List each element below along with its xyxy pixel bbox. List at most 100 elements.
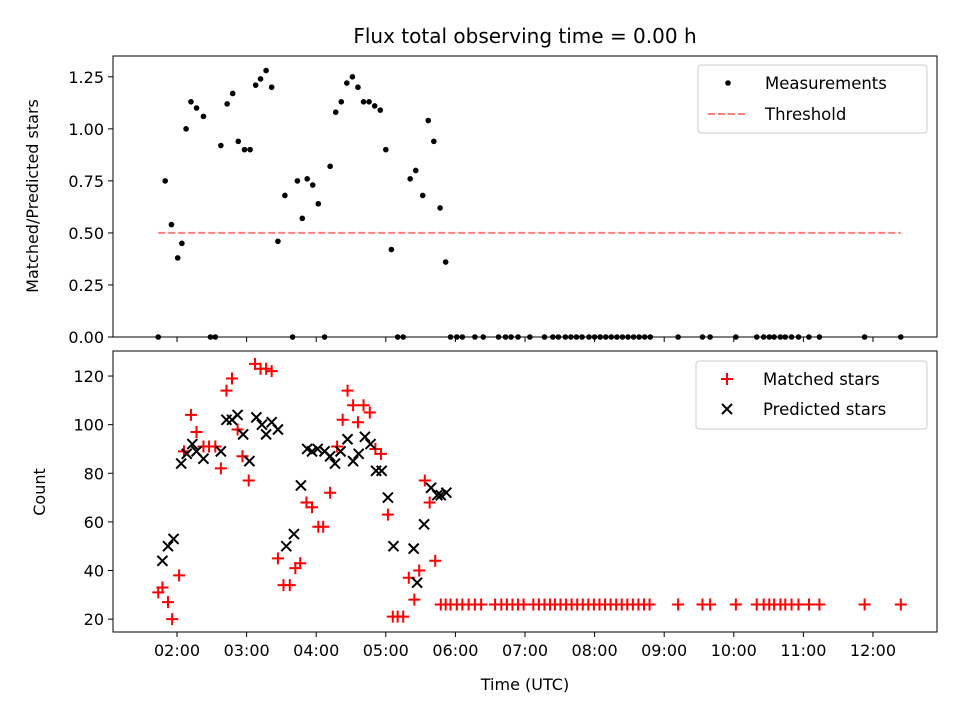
top-ytick-label: 1.25 bbox=[68, 68, 104, 87]
measurement-point bbox=[388, 246, 395, 253]
legend-measurements-label: Measurements bbox=[765, 74, 887, 93]
matched-star-point bbox=[802, 598, 815, 611]
matched-star-point bbox=[306, 501, 319, 514]
matched-star-point bbox=[265, 365, 278, 378]
measurement-point bbox=[235, 138, 242, 145]
measurement-point bbox=[425, 117, 432, 124]
matched-star-point bbox=[336, 413, 349, 426]
matched-star-point bbox=[397, 610, 410, 623]
bottom-ytick-label: 20 bbox=[84, 610, 104, 629]
bottom-xtick-label: 03:00 bbox=[224, 641, 270, 660]
measurement-point bbox=[229, 90, 236, 97]
predicted-star-point bbox=[334, 445, 347, 458]
bottom-xlabel: Time (UTC) bbox=[480, 675, 569, 694]
matched-star-point bbox=[161, 596, 174, 609]
measurement-point bbox=[304, 176, 310, 182]
matched-star-point bbox=[260, 362, 273, 375]
bottom-legend: Matched stars Predicted stars bbox=[695, 360, 928, 430]
matched-star-point bbox=[184, 408, 197, 421]
measurement-point bbox=[344, 80, 350, 86]
bottom-ytick-label: 40 bbox=[84, 562, 104, 581]
matched-star-point bbox=[271, 552, 284, 565]
predicted-star-point bbox=[431, 489, 444, 501]
matched-star-point bbox=[408, 593, 421, 606]
bottom-axes-frame bbox=[112, 350, 938, 633]
matched-star-point bbox=[704, 598, 717, 611]
predicted-star-point bbox=[352, 448, 365, 460]
bottom-panel: Count Time (UTC) 20 40 60 80 100 120 02:00 03:… bbox=[30, 350, 938, 694]
measurement-point bbox=[437, 205, 443, 211]
predicted-star-point bbox=[215, 445, 227, 458]
matched-star-point bbox=[357, 399, 370, 412]
matched-star-point bbox=[190, 425, 203, 438]
matched-star-point bbox=[475, 598, 488, 611]
bottom-ylabel: Count bbox=[30, 468, 49, 516]
matched-star-point bbox=[347, 399, 360, 412]
matched-star-point bbox=[894, 598, 907, 611]
measurement-point bbox=[282, 192, 288, 199]
bottom-xtick-label: 06:00 bbox=[432, 641, 478, 660]
predicted-star-point bbox=[295, 479, 307, 492]
matched-star-point bbox=[173, 569, 186, 582]
predicted-star-point bbox=[387, 540, 400, 552]
top-ylabel: Matched/Predicted stars bbox=[23, 99, 42, 293]
measurement-point bbox=[257, 76, 264, 82]
bottom-xtick-label: 05:00 bbox=[363, 641, 409, 660]
matched-star-point bbox=[294, 557, 307, 570]
measurement-point bbox=[179, 240, 185, 247]
predicted-star-point bbox=[440, 487, 453, 499]
measurement-point bbox=[275, 238, 281, 245]
matched-star-point bbox=[324, 486, 337, 499]
measurement-point bbox=[315, 200, 322, 207]
predicted-star-point bbox=[347, 455, 359, 467]
matched-star-point bbox=[423, 496, 436, 509]
matched-star-point bbox=[643, 598, 656, 611]
bottom-ytick-label: 60 bbox=[84, 513, 104, 532]
predicted-star-point bbox=[243, 455, 256, 467]
measurement-point bbox=[299, 215, 306, 222]
bottom-ytick-label: 80 bbox=[84, 464, 104, 483]
legend-threshold-label: Threshold bbox=[764, 105, 846, 124]
measurement-point bbox=[327, 163, 333, 170]
measurement-point bbox=[200, 113, 207, 120]
predicted-star-point bbox=[418, 518, 430, 531]
predicted-star-point bbox=[250, 411, 263, 424]
predicted-star-point bbox=[280, 540, 292, 552]
predicted-star-point bbox=[256, 418, 268, 431]
bottom-plot-area bbox=[152, 357, 907, 626]
predicted-star-point bbox=[288, 528, 300, 540]
legend-predicted-marker bbox=[721, 403, 733, 415]
predicted-star-point bbox=[260, 428, 272, 441]
predicted-star-point bbox=[181, 448, 193, 460]
predicted-star-point bbox=[324, 450, 336, 462]
matched-star-point bbox=[351, 416, 364, 429]
top-ytick-label: 0.25 bbox=[68, 276, 104, 295]
matched-star-point bbox=[729, 598, 742, 611]
predicted-star-point bbox=[329, 457, 341, 470]
matched-star-point bbox=[220, 384, 233, 397]
predicted-star-point bbox=[162, 540, 174, 552]
legend-matched-label: Matched stars bbox=[763, 370, 880, 389]
measurement-point bbox=[162, 178, 168, 184]
measurement-point bbox=[419, 192, 426, 199]
predicted-star-point bbox=[359, 431, 371, 443]
predicted-star-point bbox=[311, 443, 324, 455]
matched-star-point bbox=[418, 474, 431, 487]
predicted-star-point bbox=[186, 438, 199, 450]
matched-star-point bbox=[242, 474, 255, 487]
matched-star-point bbox=[156, 581, 169, 594]
matched-star-point bbox=[236, 450, 249, 463]
matched-star-point bbox=[341, 384, 354, 397]
measurement-point bbox=[294, 178, 301, 184]
predicted-star-point bbox=[375, 465, 388, 477]
bottom-xtick-label: 08:00 bbox=[572, 641, 618, 660]
top-panel: Flux total observing time = 0.00 h Match… bbox=[23, 24, 938, 347]
top-ytick-label: 0.00 bbox=[68, 328, 104, 347]
bottom-ytick-label: 120 bbox=[73, 367, 104, 386]
measurement-point bbox=[371, 103, 378, 109]
predicted-star-point bbox=[407, 542, 420, 555]
measurement-point bbox=[193, 105, 200, 111]
measurement-point bbox=[218, 142, 224, 149]
predicted-star-point bbox=[411, 576, 423, 589]
